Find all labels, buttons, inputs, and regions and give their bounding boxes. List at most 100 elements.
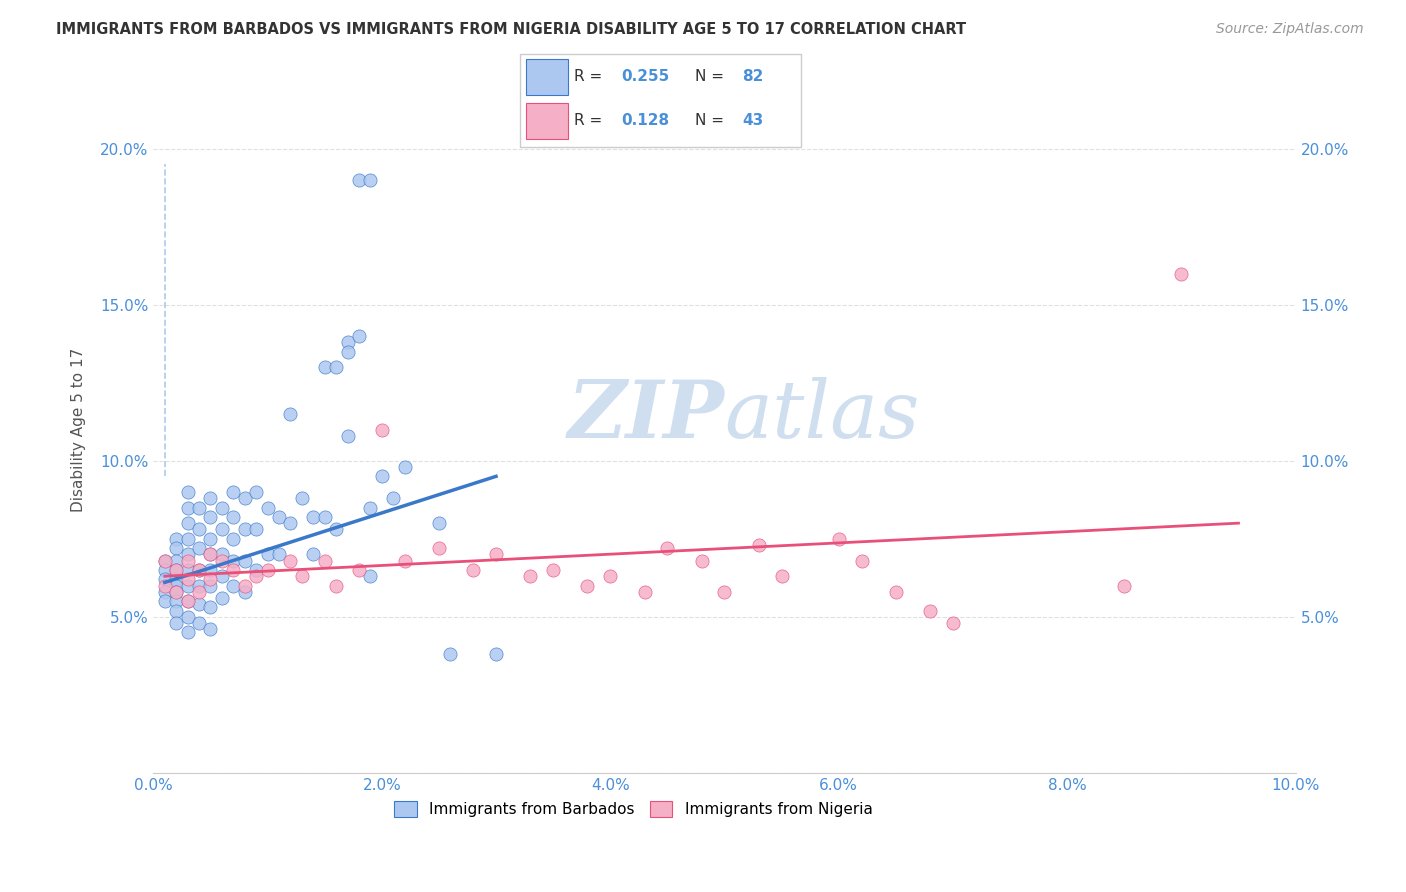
- Point: [427, 541, 450, 555]
- Text: Source: ZipAtlas.com: Source: ZipAtlas.com: [1216, 22, 1364, 37]
- Point: [211, 591, 233, 605]
- Point: [222, 509, 245, 524]
- Point: [325, 578, 347, 592]
- Point: [165, 563, 187, 577]
- Point: [233, 553, 256, 567]
- Point: [165, 594, 187, 608]
- FancyBboxPatch shape: [526, 59, 568, 95]
- Point: [394, 553, 416, 567]
- Point: [153, 578, 176, 592]
- Point: [200, 622, 222, 636]
- Point: [176, 609, 198, 624]
- Point: [371, 423, 394, 437]
- Point: [325, 522, 347, 536]
- Point: [188, 563, 211, 577]
- Point: [165, 532, 187, 546]
- Point: [314, 509, 336, 524]
- Text: N =: N =: [695, 113, 728, 128]
- Point: [200, 491, 222, 506]
- Point: [211, 569, 233, 583]
- Point: [748, 538, 770, 552]
- Point: [280, 516, 302, 530]
- Point: [267, 547, 290, 561]
- Point: [222, 563, 245, 577]
- Point: [153, 584, 176, 599]
- Point: [280, 553, 302, 567]
- Point: [153, 553, 176, 567]
- Point: [256, 547, 278, 561]
- Point: [176, 572, 198, 586]
- Point: [222, 578, 245, 592]
- Point: [541, 563, 564, 577]
- Point: [576, 578, 599, 592]
- Point: [336, 335, 359, 350]
- Point: [267, 509, 290, 524]
- Point: [188, 578, 211, 592]
- Point: [256, 563, 278, 577]
- Point: [165, 603, 187, 617]
- Point: [176, 500, 198, 515]
- Point: [1114, 578, 1136, 592]
- Point: [233, 491, 256, 506]
- Point: [176, 516, 198, 530]
- Point: [188, 563, 211, 577]
- Point: [188, 615, 211, 630]
- FancyBboxPatch shape: [526, 103, 568, 139]
- Point: [165, 615, 187, 630]
- Point: [463, 563, 485, 577]
- Text: R =: R =: [574, 70, 607, 85]
- Point: [176, 532, 198, 546]
- Point: [222, 485, 245, 500]
- Point: [359, 569, 381, 583]
- Text: ZIP: ZIP: [568, 377, 724, 455]
- Point: [394, 460, 416, 475]
- Point: [485, 547, 508, 561]
- Point: [176, 485, 198, 500]
- Point: [336, 429, 359, 443]
- Point: [188, 522, 211, 536]
- Point: [347, 329, 370, 343]
- Point: [325, 360, 347, 375]
- Point: [222, 532, 245, 546]
- Point: [245, 563, 267, 577]
- Point: [828, 532, 851, 546]
- Point: [382, 491, 405, 506]
- Point: [233, 578, 256, 592]
- Point: [200, 600, 222, 615]
- Point: [176, 594, 198, 608]
- Point: [336, 344, 359, 359]
- Point: [200, 547, 222, 561]
- Point: [188, 541, 211, 555]
- Point: [188, 597, 211, 611]
- Point: [359, 173, 381, 187]
- Point: [176, 578, 198, 592]
- Point: [280, 407, 302, 421]
- Point: [188, 584, 211, 599]
- Point: [176, 553, 198, 567]
- Point: [200, 563, 222, 577]
- Point: [176, 625, 198, 640]
- Point: [314, 553, 336, 567]
- Point: [200, 547, 222, 561]
- Point: [427, 516, 450, 530]
- Point: [165, 578, 187, 592]
- Point: [291, 569, 314, 583]
- Point: [920, 603, 942, 617]
- Text: R =: R =: [574, 113, 607, 128]
- Point: [770, 569, 793, 583]
- Text: N =: N =: [695, 70, 728, 85]
- Point: [233, 522, 256, 536]
- Point: [176, 594, 198, 608]
- Point: [314, 360, 336, 375]
- Point: [211, 547, 233, 561]
- Point: [200, 532, 222, 546]
- Point: [176, 563, 198, 577]
- Y-axis label: Disability Age 5 to 17: Disability Age 5 to 17: [72, 347, 86, 512]
- Point: [347, 563, 370, 577]
- Text: 82: 82: [742, 70, 763, 85]
- Point: [302, 547, 325, 561]
- Point: [291, 491, 314, 506]
- Point: [1170, 267, 1192, 281]
- Text: 0.255: 0.255: [621, 70, 669, 85]
- Point: [233, 584, 256, 599]
